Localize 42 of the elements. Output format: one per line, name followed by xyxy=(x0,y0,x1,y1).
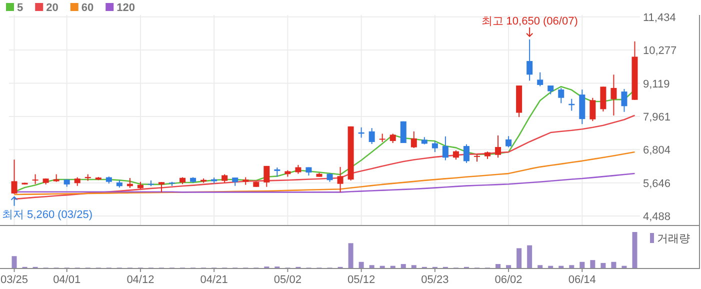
legend-label: 거래량 xyxy=(657,233,690,245)
annotation: 최저 5,260 (03/25) xyxy=(2,208,92,221)
legend-label: 20 xyxy=(46,2,58,14)
y-tick-label: 9,119 xyxy=(643,78,670,90)
bar xyxy=(538,265,543,268)
legend-label: 60 xyxy=(81,2,94,14)
x-tick-label: 06/02 xyxy=(494,274,522,286)
bar xyxy=(569,265,574,268)
x-tick-label: 05/12 xyxy=(348,274,376,286)
bar xyxy=(496,264,501,268)
legend: 거래량 xyxy=(650,233,690,245)
bar xyxy=(527,245,532,268)
bar xyxy=(400,264,406,268)
bar xyxy=(580,262,585,268)
legend-label: 5 xyxy=(17,2,24,14)
y-tick-label: 7,961 xyxy=(643,111,671,124)
x-tick-label: 04/01 xyxy=(53,274,81,286)
bar xyxy=(632,232,638,268)
x-tick-label: 05/23 xyxy=(421,274,449,286)
y-tick-label: 11,434 xyxy=(643,12,676,24)
y-tick-label: 10,277 xyxy=(643,45,677,58)
bar xyxy=(590,260,596,268)
line-series xyxy=(14,114,636,200)
x-tick-label: 04/21 xyxy=(200,274,228,286)
bar xyxy=(516,248,522,268)
bar xyxy=(348,243,354,268)
bar xyxy=(369,265,374,268)
x-tick-label: 03/25 xyxy=(0,274,28,286)
legend-label: 120 xyxy=(116,2,135,14)
x-tick-label: 04/12 xyxy=(126,274,154,286)
y-tick-label: 4,488 xyxy=(643,211,671,224)
y-tick-label: 6,804 xyxy=(643,144,671,157)
annotation: 최고 10,650 (06/07) xyxy=(481,15,578,28)
bar xyxy=(411,265,416,268)
bar xyxy=(358,262,364,268)
x-tick-label: 06/14 xyxy=(568,274,596,286)
bar xyxy=(611,262,616,268)
y-tick-label: 5,646 xyxy=(643,178,671,190)
bar xyxy=(12,256,17,268)
x-tick-label: 05/02 xyxy=(274,274,302,286)
bar xyxy=(506,265,512,268)
bar xyxy=(600,262,606,268)
